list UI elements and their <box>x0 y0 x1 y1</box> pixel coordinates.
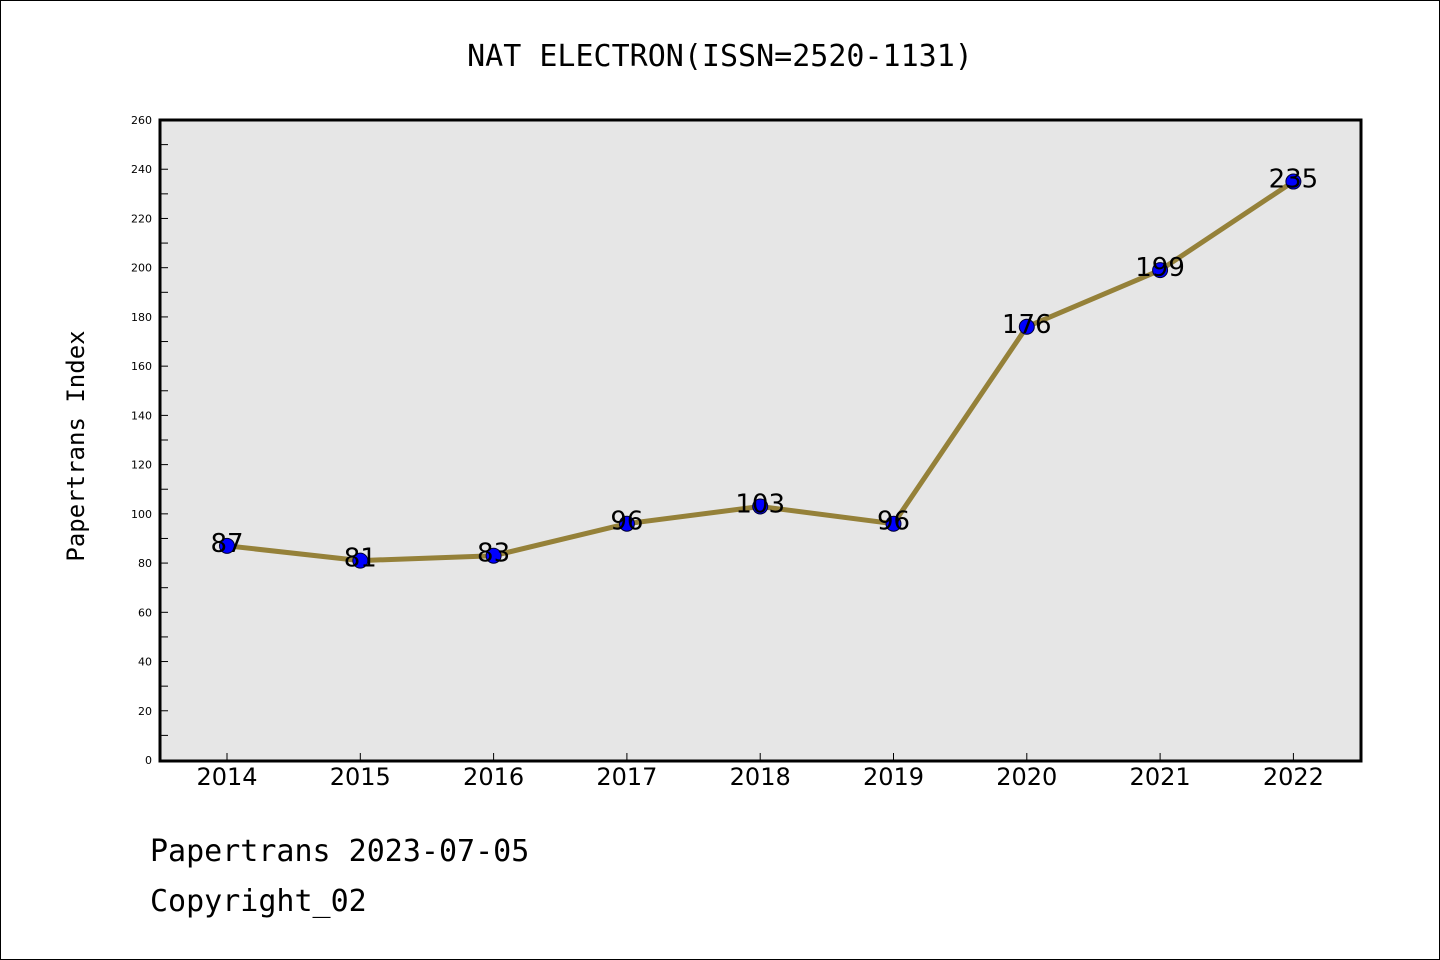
data-label: 176 <box>1002 310 1052 340</box>
data-labels: 87 81 83 96 103 96 176 199 235 <box>210 165 1318 574</box>
y-tick-label: 200 <box>131 262 152 275</box>
x-tick-label: 2019 <box>863 763 924 791</box>
y-tick-label: 20 <box>138 705 152 718</box>
data-point <box>885 515 902 532</box>
footer-date-text: Papertrans 2023-07-05 <box>150 834 530 869</box>
data-point <box>485 547 502 564</box>
data-label: 199 <box>1135 253 1185 283</box>
x-tick-label: 2020 <box>996 763 1057 791</box>
y-tick-label: 60 <box>138 606 152 619</box>
y-tick-label: 100 <box>131 508 152 521</box>
x-tick-label: 2015 <box>330 763 391 791</box>
x-tick-label: 2021 <box>1130 763 1191 791</box>
y-axis-label: Papertrans Index <box>62 330 90 561</box>
x-tick-label: 2016 <box>463 763 524 791</box>
y-axis: 0 20 40 60 80 100 120 140 160 180 200 220 240 260 <box>131 114 168 767</box>
y-tick-label: 180 <box>131 311 152 324</box>
y-tick-label: 120 <box>131 459 152 472</box>
data-point <box>1152 262 1169 279</box>
x-tick-label: 2017 <box>596 763 657 791</box>
data-point <box>352 552 369 569</box>
data-point <box>219 537 235 554</box>
y-tick-label: 220 <box>131 212 152 225</box>
data-point <box>1285 173 1302 190</box>
data-label: 96 <box>610 507 643 537</box>
data-label: 96 <box>877 507 910 537</box>
data-point <box>618 515 635 532</box>
y-tick-label: 40 <box>138 656 152 669</box>
data-label: 235 <box>1269 165 1319 195</box>
y-tick-label: 260 <box>131 114 152 127</box>
footer-copyright-text: Copyright_02 <box>150 884 367 919</box>
x-axis: 2014 2015 2016 2017 2018 2019 2020 2021 2022 <box>196 753 1324 791</box>
y-tick-label: 80 <box>138 557 152 570</box>
x-tick-label: 2018 <box>730 763 791 791</box>
x-tick-label: 2022 <box>1263 763 1324 791</box>
data-point <box>1018 318 1035 335</box>
y-tick-label: 240 <box>131 163 152 176</box>
x-tick-label: 2014 <box>196 763 257 791</box>
y-tick-label: 0 <box>145 754 152 767</box>
data-label: 83 <box>477 539 510 569</box>
y-tick-label: 140 <box>131 409 152 422</box>
y-tick-label: 160 <box>131 360 152 373</box>
data-point <box>752 498 769 515</box>
data-label: 87 <box>210 529 243 559</box>
data-label: 103 <box>735 489 785 519</box>
plot-area <box>158 118 1363 763</box>
data-label: 81 <box>344 544 377 574</box>
series <box>219 173 1302 569</box>
chart-title: NAT ELECTRON(ISSN=2520-1131) <box>467 39 973 74</box>
